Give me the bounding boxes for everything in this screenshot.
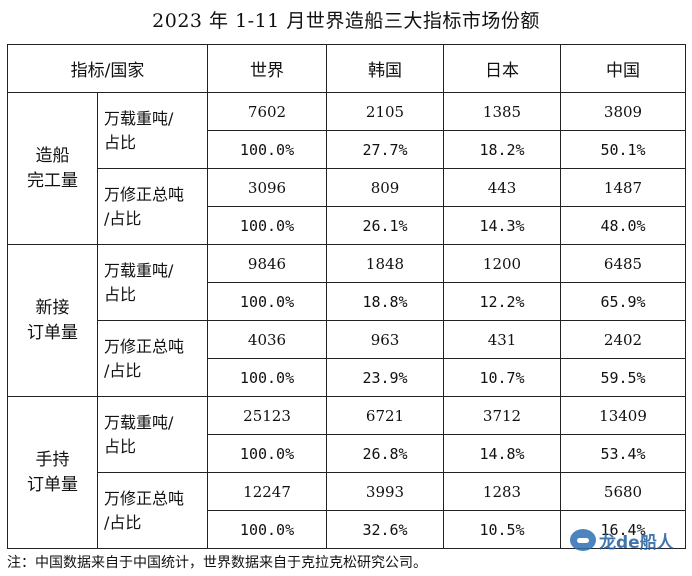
group-name-cell: 造船 完工量 [7, 92, 98, 245]
unit-line2: 占比 [104, 132, 137, 152]
value-korea: 3993 [326, 472, 445, 511]
table-row: 万修正总吨 /占比 12247 3993 1283 5680 [8, 472, 687, 549]
page-title: 2023 年 1-11 月世界造船三大指标市场份额 [152, 10, 540, 32]
share-china: 59.5% [560, 358, 687, 397]
value-china: 1487 [560, 168, 687, 207]
value-korea: 1848 [326, 244, 445, 283]
unit-line2: /占比 [104, 208, 142, 228]
share-japan: 10.5% [443, 510, 562, 549]
unit-cell: 万载重吨/ 占比 [96, 92, 209, 169]
value-china: 3809 [560, 92, 687, 131]
group-name-cell: 新接 订单量 [7, 244, 98, 397]
unit-line1: 万修正总吨 [104, 336, 185, 356]
value-japan: 1283 [443, 472, 562, 511]
share-china: 65.9% [560, 282, 687, 321]
table-row: 万修正总吨 /占比 3096 809 443 1487 [8, 168, 687, 245]
value-korea: 2105 [326, 92, 445, 131]
share-world: 100.0% [207, 434, 328, 473]
table-row: 100.0% 23.9% 10.7% 59.5% [8, 358, 687, 397]
value-world: 12247 [207, 472, 328, 511]
unit-cell: 万载重吨/ 占比 [96, 396, 209, 473]
value-china: 2402 [560, 320, 687, 359]
share-japan: 12.2% [443, 282, 562, 321]
share-korea: 18.8% [326, 282, 445, 321]
share-japan: 10.7% [443, 358, 562, 397]
share-korea: 32.6% [326, 510, 445, 549]
watermark: 龙de船人 [570, 526, 684, 554]
share-japan: 18.2% [443, 130, 562, 169]
value-world: 3096 [207, 168, 328, 207]
share-world: 100.0% [207, 510, 328, 549]
header-indicator: 指标/国家 [6, 44, 209, 93]
header-row: 指标/国家 世界 韩国 日本 中国 [6, 44, 687, 93]
unit-line1: 万载重吨/ [104, 260, 174, 280]
unit-line1: 万修正总吨 [104, 184, 185, 204]
value-china: 5680 [560, 472, 687, 511]
header-world: 世界 [207, 44, 328, 93]
table-row: 万修正总吨 /占比 4036 963 431 2402 [8, 320, 687, 397]
value-korea: 963 [326, 320, 445, 359]
share-korea: 27.7% [326, 130, 445, 169]
value-japan: 431 [443, 320, 562, 359]
unit-line1: 万载重吨/ [104, 412, 174, 432]
group-name-line1: 造船 [35, 145, 70, 166]
share-world: 100.0% [207, 282, 328, 321]
share-japan: 14.3% [443, 206, 562, 245]
unit-cell: 万修正总吨 /占比 [96, 472, 209, 549]
value-world: 4036 [207, 320, 328, 359]
share-korea: 26.1% [326, 206, 445, 245]
unit-line2: 占比 [104, 284, 137, 304]
table-row: 造船 完工量 万载重吨/ 占比 7602 2105 1385 3809 [7, 92, 687, 245]
group-name-line2: 订单量 [27, 322, 78, 343]
value-korea: 6721 [326, 396, 445, 435]
value-world: 25123 [207, 396, 328, 435]
ship-logo-icon [570, 529, 596, 551]
table-row: 手持 订单量 万载重吨/ 占比 25123 6721 3712 13409 [7, 396, 687, 549]
watermark-text: 龙de船人 [599, 532, 674, 553]
value-japan: 443 [443, 168, 562, 207]
share-world: 100.0% [207, 206, 328, 245]
table-row: 100.0% 27.7% 18.2% 50.1% [8, 130, 687, 169]
unit-line2: 占比 [104, 436, 137, 456]
header-korea: 韩国 [326, 44, 445, 93]
share-china: 50.1% [560, 130, 687, 169]
group-name-line2: 完工量 [27, 170, 78, 191]
unit-line1: 万载重吨/ [104, 108, 174, 128]
footnote: 注：中国数据来自于中国统计，世界数据来自于克拉克松研究公司。 [7, 555, 427, 571]
value-world: 7602 [207, 92, 328, 131]
value-china: 6485 [560, 244, 687, 283]
value-japan: 3712 [443, 396, 562, 435]
unit-line2: /占比 [104, 512, 142, 532]
value-world: 9846 [207, 244, 328, 283]
market-share-table: 指标/国家 世界 韩国 日本 中国 造船 完工量 万载重吨/ 占比 7602 2… [6, 44, 687, 549]
table-row: 100.0% 26.8% 14.8% 53.4% [8, 434, 687, 473]
unit-line2: /占比 [104, 360, 142, 380]
group-name-line2: 订单量 [27, 474, 78, 495]
value-china: 13409 [560, 396, 687, 435]
share-world: 100.0% [207, 130, 328, 169]
share-china: 48.0% [560, 206, 687, 245]
table-row: 新接 订单量 万载重吨/ 占比 9846 1848 1200 6485 [7, 244, 687, 397]
header-china: 中国 [560, 44, 687, 93]
table-row: 100.0% 32.6% 10.5% 16.4% [8, 510, 687, 549]
value-korea: 809 [326, 168, 445, 207]
unit-cell: 万修正总吨 /占比 [96, 168, 209, 245]
unit-cell: 万修正总吨 /占比 [96, 320, 209, 397]
unit-cell: 万载重吨/ 占比 [96, 244, 209, 321]
value-japan: 1385 [443, 92, 562, 131]
share-korea: 26.8% [326, 434, 445, 473]
share-japan: 14.8% [443, 434, 562, 473]
share-world: 100.0% [207, 358, 328, 397]
unit-line1: 万修正总吨 [104, 488, 185, 508]
value-japan: 1200 [443, 244, 562, 283]
group-name-line1: 手持 [35, 449, 70, 470]
header-japan: 日本 [443, 44, 562, 93]
share-korea: 23.9% [326, 358, 445, 397]
group-name-cell: 手持 订单量 [7, 396, 98, 549]
group-name-line1: 新接 [35, 297, 70, 318]
share-china: 53.4% [560, 434, 687, 473]
table-row: 100.0% 26.1% 14.3% 48.0% [8, 206, 687, 245]
table-row: 100.0% 18.8% 12.2% 65.9% [8, 282, 687, 321]
